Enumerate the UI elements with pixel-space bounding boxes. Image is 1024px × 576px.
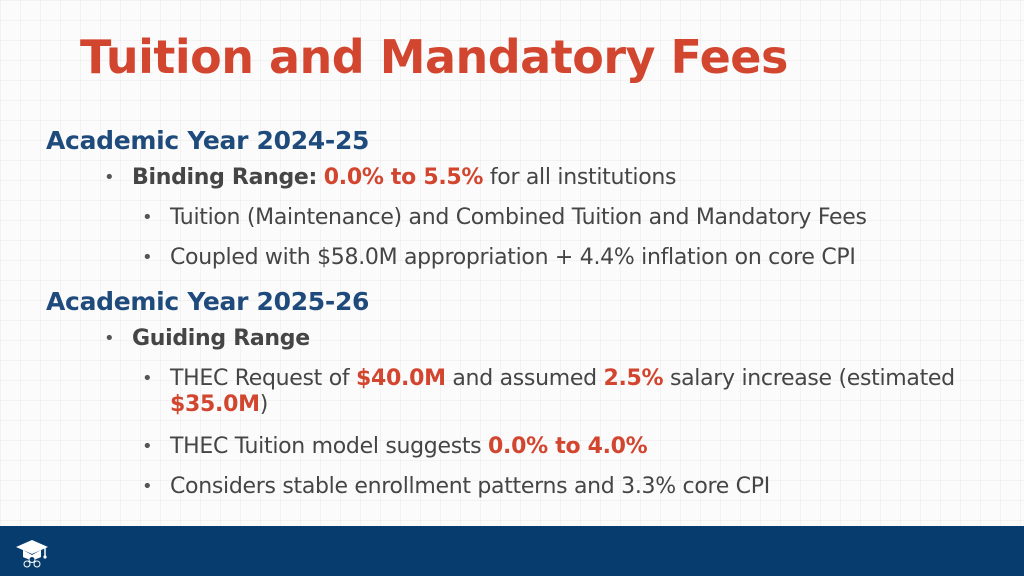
guiding-range-label: Guiding Range	[132, 326, 310, 351]
text-segment: THEC Tuition model suggests	[170, 434, 489, 459]
tuition-model-range: 0.0% to 4.0%	[488, 434, 648, 459]
year2-sublist: THEC Request of $40.0M and assumed 2.5% …	[142, 366, 984, 500]
list-item: Coupled with $58.0M appropriation + 4.4%…	[142, 245, 984, 271]
guiding-range-item: Guiding Range	[104, 326, 984, 352]
binding-range-item: Binding Range: 0.0% to 5.5% for all inst…	[104, 165, 984, 191]
tuition-model-item: THEC Tuition model suggests 0.0% to 4.0%	[142, 434, 984, 460]
text-segment: and assumed	[445, 366, 604, 391]
year-heading-2025-26: Academic Year 2025-26	[46, 287, 370, 316]
thec-request-item: THEC Request of $40.0M and assumed 2.5% …	[142, 366, 984, 418]
binding-range-rest: for all institutions	[483, 165, 677, 190]
text-segment: salary increase (estimated	[663, 366, 955, 391]
text-segment: THEC Request of	[170, 366, 356, 391]
binding-range-label: Binding Range:	[132, 165, 318, 190]
text-segment: )	[259, 392, 269, 417]
slide-content: Academic Year 2024-25 Binding Range: 0.0…	[46, 124, 984, 514]
year1-list: Binding Range: 0.0% to 5.5% for all inst…	[104, 165, 984, 191]
page-title: Tuition and Mandatory Fees	[80, 30, 788, 84]
graduation-cap-stars-icon	[16, 540, 48, 568]
year2-list: Guiding Range	[104, 326, 984, 352]
list-item: Tuition (Maintenance) and Combined Tuiti…	[142, 205, 984, 231]
year1-sublist: Tuition (Maintenance) and Combined Tuiti…	[142, 205, 984, 271]
footer-bar	[0, 526, 1024, 576]
estimated-amount: $35.0M	[170, 392, 260, 417]
year-heading-2024-25: Academic Year 2024-25	[46, 126, 370, 155]
binding-range-value: 0.0% to 5.5%	[323, 165, 484, 190]
list-item: Considers stable enrollment patterns and…	[142, 474, 984, 500]
salary-increase: 2.5%	[603, 366, 664, 391]
request-amount: $40.0M	[356, 366, 446, 391]
